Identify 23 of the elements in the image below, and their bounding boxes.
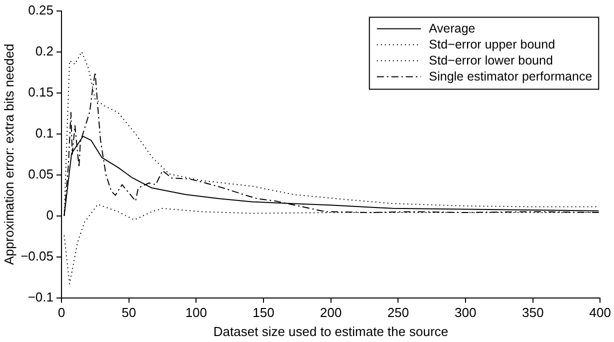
x-tick-label: 200	[320, 305, 342, 320]
x-tick-label: 350	[522, 305, 544, 320]
legend-label: Std−error upper bound	[428, 37, 556, 52]
x-tick-label: 250	[387, 305, 410, 320]
legend-label: Single estimator performance	[428, 69, 592, 84]
y-tick-label: 0.15	[28, 84, 54, 100]
y-tick-label: 0.25	[28, 2, 54, 18]
x-tick-label: 0	[58, 305, 66, 320]
y-tick-label: 0.1	[35, 125, 54, 140]
legend-label: Std−error lower bound	[428, 53, 553, 68]
x-tick-label: 150	[252, 305, 274, 320]
y-tick-label: −0.1	[28, 289, 54, 304]
y-axis-title: Approximation error: extra bits needed	[1, 44, 16, 265]
y-tick-label: 0.05	[28, 166, 54, 182]
y-tick-label: 0	[46, 207, 54, 222]
x-tick-label: 400	[589, 305, 612, 320]
x-axis-title: Dataset size used to estimate the source	[213, 324, 448, 339]
x-tick-label: 100	[185, 305, 208, 320]
x-tick-label: 300	[454, 305, 476, 320]
y-tick-label: −0.05	[20, 248, 54, 264]
legend-label: Average	[428, 21, 476, 36]
y-tick-label: 0.2	[35, 43, 54, 58]
x-tick-label: 50	[122, 305, 136, 320]
